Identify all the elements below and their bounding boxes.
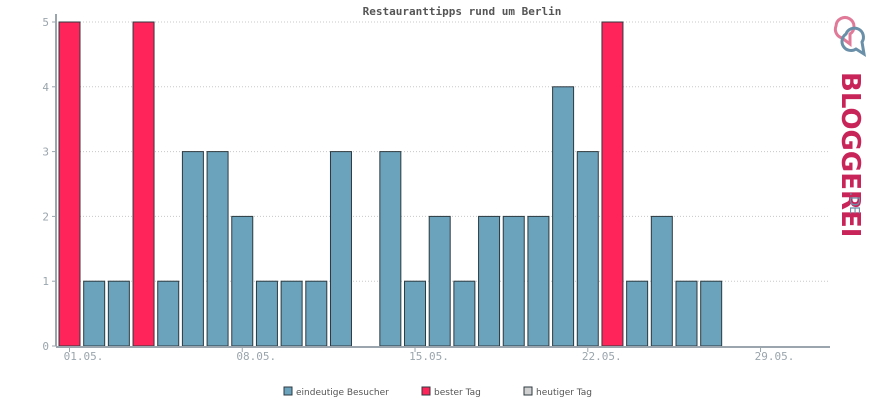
y-tick-label: 4 <box>42 81 49 94</box>
bar-visitors <box>478 215 501 347</box>
bar-visitors <box>181 151 204 347</box>
legend-label: eindeutige Besucher <box>296 388 389 398</box>
x-tick-label: 22.05. <box>582 350 622 363</box>
bar-visitors <box>675 280 698 347</box>
bar-visitors <box>157 280 180 347</box>
legend-swatch <box>523 386 533 396</box>
bar-visitors <box>83 280 106 347</box>
bar-visitors <box>576 151 599 347</box>
bar-visitors <box>502 215 525 347</box>
chart-legend: eindeutige Besucher bester Tag heutiger Ta… <box>283 386 592 398</box>
bar-visitors <box>626 280 649 347</box>
bar-best-day <box>132 21 155 347</box>
bar-visitors <box>329 151 352 347</box>
y-tick-label: 2 <box>42 210 49 223</box>
legend-item: bester Tag <box>421 386 481 398</box>
y-tick-label: 5 <box>42 16 49 29</box>
legend-swatch <box>283 386 293 396</box>
bar-visitors <box>453 280 476 347</box>
legend-item: eindeutige Besucher <box>283 386 389 398</box>
chart-axes <box>55 14 830 348</box>
bar-visitors <box>527 215 550 347</box>
legend-label: heutiger Tag <box>536 388 592 398</box>
legend-label: bester Tag <box>434 388 481 398</box>
legend-item: heutiger Tag <box>523 386 592 398</box>
y-tick-label: 1 <box>42 275 49 288</box>
bar-visitors <box>379 151 402 347</box>
bar-visitors <box>650 215 673 347</box>
bloggerei-logo: BLOGGEREI .DE <box>833 16 867 237</box>
chart-title: Restauranttipps rund um Berlin <box>363 5 562 18</box>
legend-swatch <box>421 386 431 396</box>
bar-visitors <box>107 280 130 347</box>
logo-suffix: .DE <box>846 192 861 214</box>
bar-visitors <box>428 215 451 347</box>
y-tick-label: 3 <box>42 146 49 159</box>
x-tick-label: 29.05. <box>755 350 795 363</box>
bar-best-day <box>601 21 624 347</box>
logo-icon <box>833 16 867 58</box>
x-tick-label: 15.05. <box>409 350 449 363</box>
logo-wordmark: BLOGGEREI <box>835 72 865 237</box>
bar-visitors <box>255 280 278 347</box>
bar-visitors <box>552 86 575 347</box>
y-axis-ticks: 0 1 2 3 4 5 <box>42 16 56 353</box>
x-tick-label: 08.05. <box>236 350 276 363</box>
x-axis-ticks: 01.05. 08.05. 15.05. 22.05. 29.05. <box>64 347 795 363</box>
bar-visitors <box>305 280 328 347</box>
bar-visitors <box>206 151 229 347</box>
bar-visitors <box>700 280 723 347</box>
bar-visitors <box>404 280 427 347</box>
chart-bars <box>58 21 723 347</box>
x-tick-label: 01.05. <box>64 350 104 363</box>
y-tick-label: 0 <box>42 340 49 353</box>
bar-visitors <box>231 215 254 347</box>
bar-best-day <box>58 21 81 347</box>
bar-visitors <box>280 280 303 347</box>
